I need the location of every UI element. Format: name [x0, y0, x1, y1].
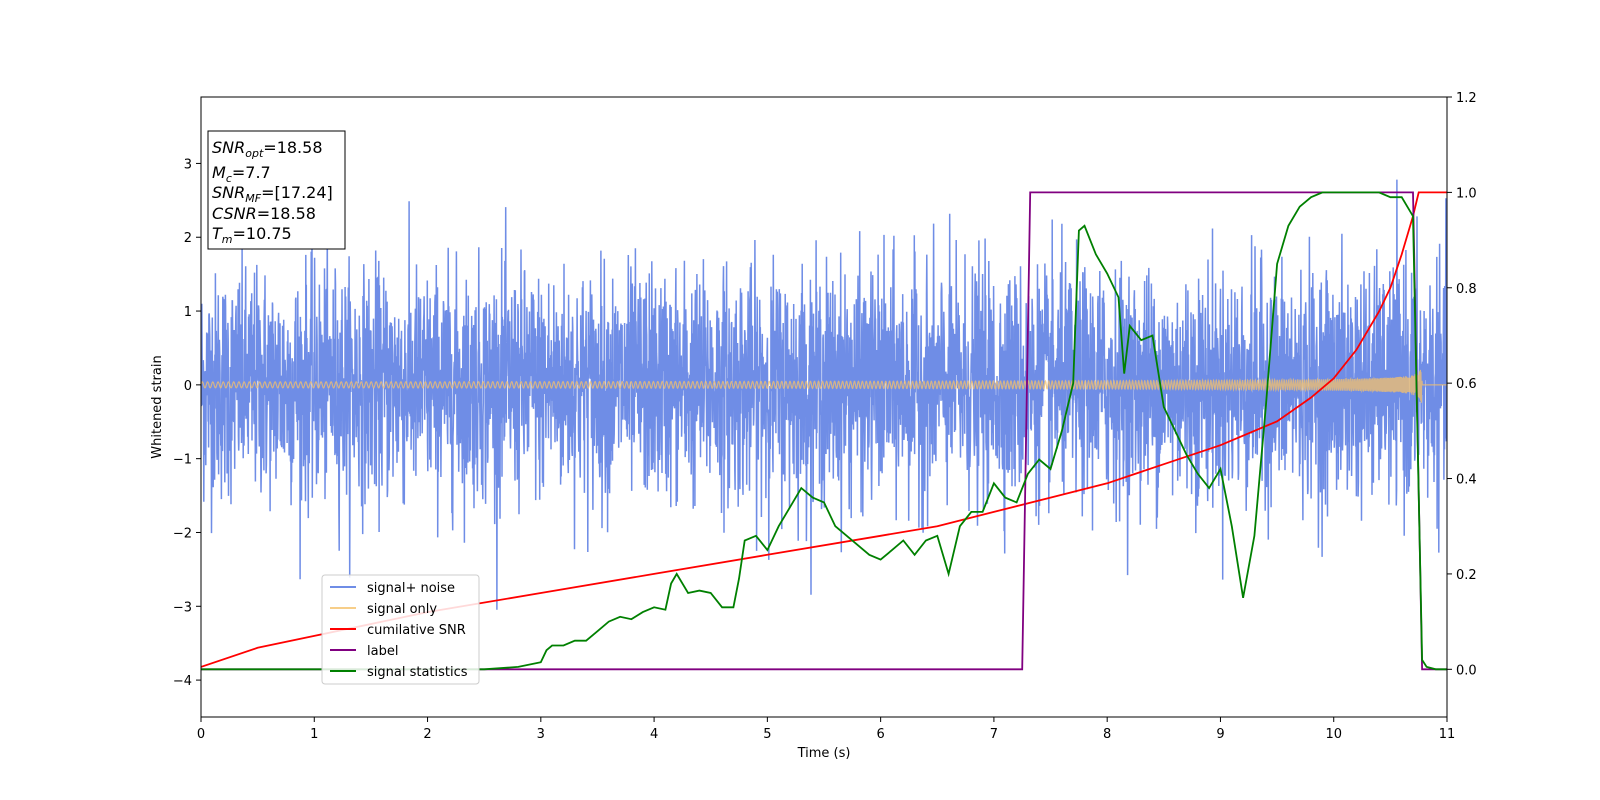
series-layer [201, 179, 1447, 671]
annotation-snr-opt: SNRopt=18.58 [212, 138, 323, 160]
y-tick-label-right: 1.0 [1456, 186, 1477, 201]
y-tick-label-right: 0.0 [1456, 663, 1477, 678]
y-tick-label-right: 0.4 [1456, 473, 1477, 488]
series-signal-statistics [201, 191, 1447, 671]
y-tick-label-left: 2 [184, 231, 192, 246]
legend-item-cumulative-snr: cumilative SNR [330, 623, 466, 638]
x-tick-label: 9 [1216, 727, 1224, 742]
y-axis-label: Whitened strain [150, 355, 165, 458]
x-tick-label: 5 [763, 727, 771, 742]
x-tick-label: 10 [1325, 727, 1342, 742]
x-tick-label: 0 [197, 727, 205, 742]
annotation-csnr: CSNR=18.58 [212, 204, 316, 223]
series-label [201, 191, 1447, 671]
legend-label: signal only [367, 602, 437, 617]
x-axis-label: Time (s) [797, 746, 851, 761]
y-tick-label-left: 3 [184, 157, 192, 172]
plot-frame [200, 96, 1448, 718]
x-tick-label: 1 [310, 727, 318, 742]
series-signal-noise [201, 179, 1447, 610]
y-tick-label-left: −4 [173, 674, 192, 689]
x-tick-label: 4 [650, 727, 658, 742]
y-tick-label-left: −1 [173, 453, 192, 468]
y-tick-label-right: 0.8 [1456, 282, 1477, 297]
annotation-box: SNRopt=18.58 Mc=7.7 SNRMF=[17.24] CSNR=1… [207, 130, 346, 250]
legend-item-signal-only: signal only [330, 602, 437, 617]
y-tick-label-left: 0 [184, 379, 192, 394]
series-cumulative-snr [201, 191, 1447, 668]
x-tick-label: 2 [423, 727, 431, 742]
legend-label: cumilative SNR [367, 623, 466, 638]
legend-item-label: label [330, 644, 398, 659]
ticks-layer: 0 1 2 3 4 5 6 7 8 9 10 113210−1−2−3−41.21.00.80.60.… [173, 91, 1477, 742]
annotation-merger-time: Tm=10.75 [212, 224, 292, 246]
y-tick-label-right: 0.2 [1456, 568, 1477, 583]
annotation-chirp-mass: Mc=7.7 [212, 163, 271, 185]
y-tick-label-left: −3 [173, 600, 192, 615]
legend-item-signal-noise: signal+ noise [330, 581, 455, 596]
x-tick-label: 7 [990, 727, 998, 742]
annotation-snr-mf: SNRMF=[17.24] [212, 183, 333, 205]
y-tick-label-right: 1.2 [1456, 91, 1477, 106]
legend-label: label [367, 644, 398, 659]
y-tick-label-left: −2 [173, 526, 192, 541]
y-tick-label-right: 0.6 [1456, 377, 1477, 392]
legend-label: signal statistics [367, 665, 468, 680]
x-tick-label: 3 [537, 727, 545, 742]
x-tick-label: 11 [1439, 727, 1456, 742]
series-signal-only [201, 369, 1447, 403]
legend: signal+ noise signal only cumilative SNR la… [321, 574, 480, 685]
legend-item-signal-statistics: signal statistics [330, 665, 468, 680]
y-tick-label-left: 1 [184, 305, 192, 320]
legend-label: signal+ noise [367, 581, 455, 596]
x-tick-label: 8 [1103, 727, 1111, 742]
x-tick-label: 6 [876, 727, 884, 742]
